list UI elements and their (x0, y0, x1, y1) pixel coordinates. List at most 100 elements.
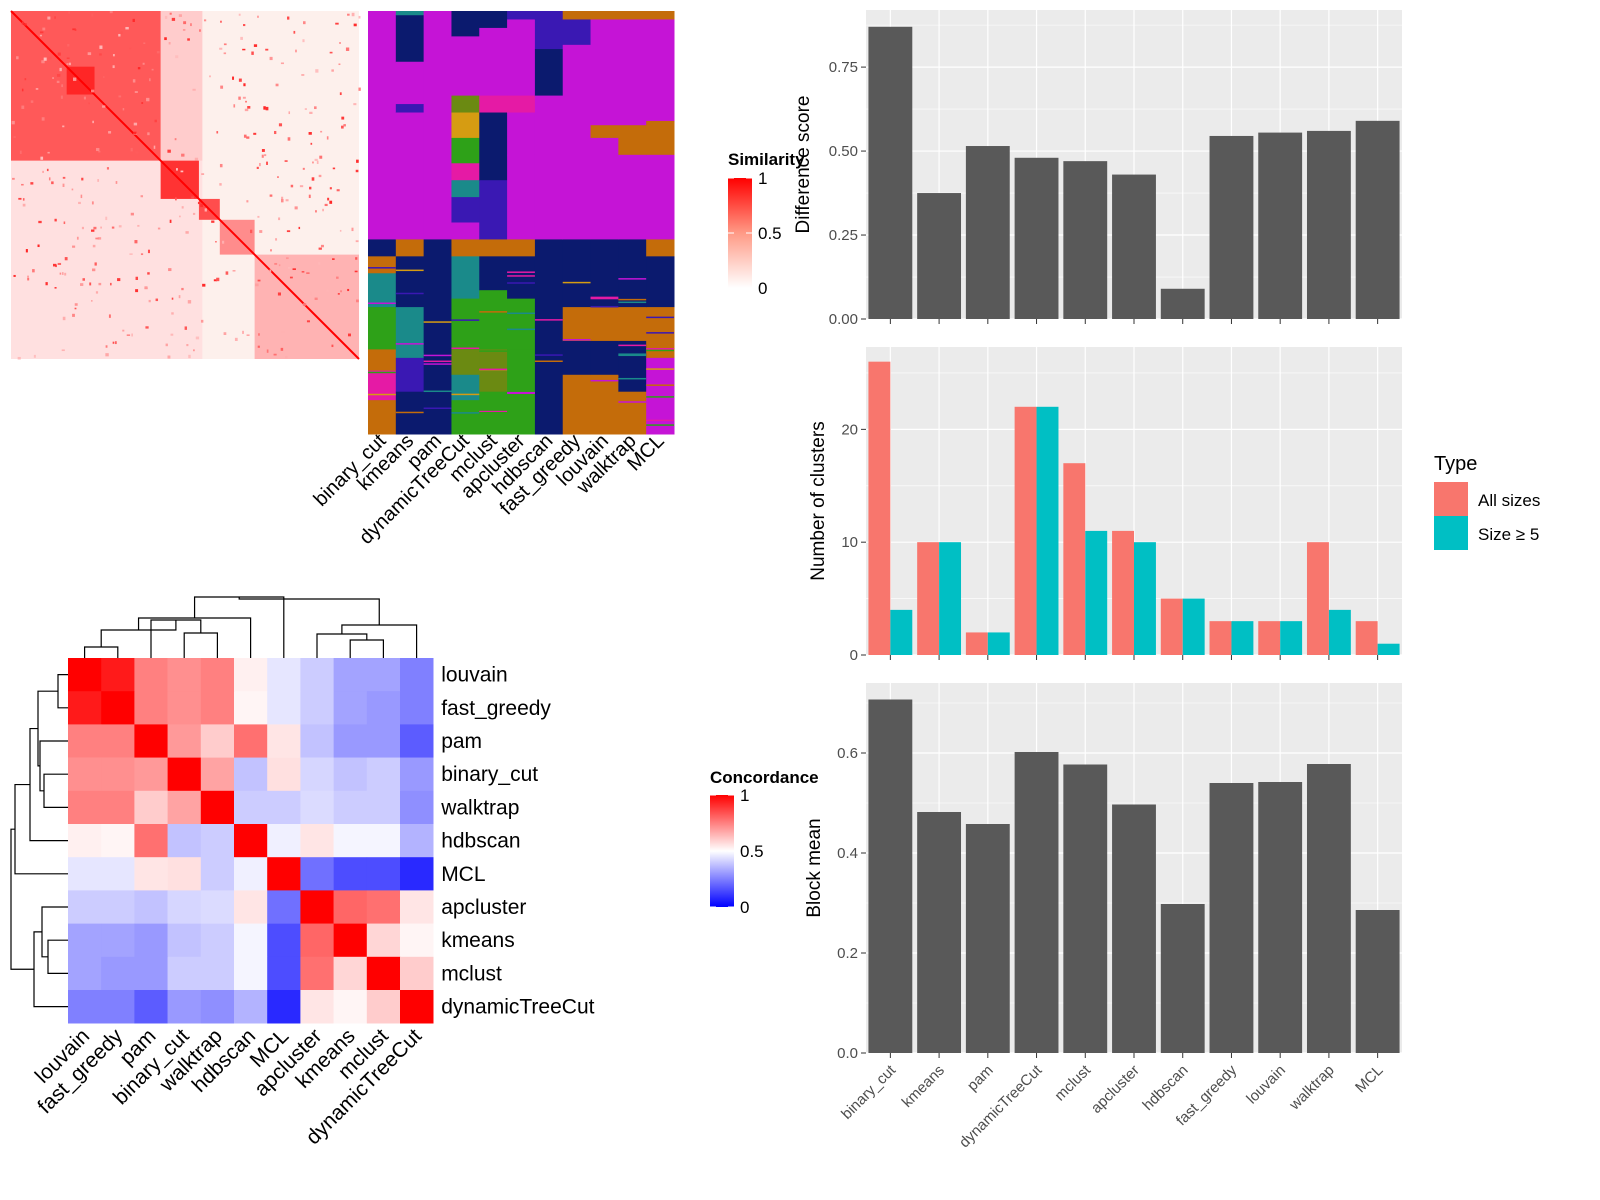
concordance-cell (167, 824, 202, 858)
cluster-assignment-column-labels: binary_cutkmeanspamdynamicTreeCutmclusta… (310, 430, 669, 549)
assignment-cell (395, 256, 425, 308)
similarity-cell (97, 179, 100, 182)
similarity-cell (90, 300, 93, 302)
similarity-cell (181, 153, 185, 157)
similarity-cell (277, 292, 281, 296)
similarity-cell (168, 268, 172, 272)
concordance-row-label: kmeans (441, 929, 515, 952)
similarity-cell (197, 201, 201, 205)
similarity-cell (329, 51, 333, 54)
assignment-cell (479, 180, 508, 240)
assignment-stripe (534, 354, 563, 356)
concordance-row-label: fast_greedy (441, 697, 551, 720)
similarity-cell (266, 161, 268, 165)
bar (1306, 130, 1351, 319)
concordance-cell (68, 857, 102, 891)
similarity-cell (156, 119, 160, 123)
concordance-cell (134, 724, 168, 758)
similarity-cell (122, 108, 125, 111)
similarity-cell (343, 124, 346, 127)
bar (1160, 288, 1205, 319)
similarity-cell (145, 326, 149, 329)
similarity-cell (41, 117, 45, 121)
similarity-cell (133, 122, 138, 126)
similarity-cell (149, 78, 151, 82)
concordance-cell (134, 824, 168, 858)
dendrogram-branch (84, 646, 119, 658)
similarity-cell (68, 62, 71, 66)
y-tick-label: 0.75 (829, 59, 858, 76)
similarity-cell (131, 333, 133, 337)
similarity-cell (306, 320, 310, 323)
similarity-cell (81, 226, 85, 230)
concordance-cell (366, 923, 401, 958)
similarity-cell (358, 87, 361, 91)
similarity-cell (269, 194, 273, 197)
similarity-cell (292, 268, 296, 271)
similarity-cell (103, 76, 105, 78)
similarity-cell (199, 29, 201, 32)
similarity-cell (62, 316, 66, 321)
similarity-cell (21, 21, 24, 25)
concordance-cell (267, 790, 301, 825)
bar (1160, 904, 1205, 1053)
assignment-cell (507, 256, 536, 300)
concordance-cell (68, 691, 102, 725)
similarity-cell (141, 102, 144, 104)
similarity-cell (211, 220, 215, 223)
assignment-cell (451, 222, 480, 240)
concordance-cell (300, 724, 334, 758)
assignment-cell (479, 11, 508, 29)
concordance-row-label: louvain (441, 664, 508, 687)
assignment-cell (395, 307, 425, 359)
concordance-cell (366, 824, 401, 858)
assignment-stripe (507, 275, 535, 277)
assignment-cell (646, 19, 675, 122)
type-legend-title: Type (1434, 453, 1477, 475)
similarity-cell (112, 341, 115, 344)
similarity-cell (91, 13, 94, 17)
bar (1063, 161, 1108, 319)
similarity-cell (285, 355, 288, 359)
assignment-cell (368, 370, 397, 401)
concordance-cell (300, 857, 334, 891)
similarity-cell (80, 194, 83, 199)
similarity-cell (164, 15, 168, 19)
bar-size-ge-5 (1085, 530, 1108, 655)
dendrogram-branch (341, 624, 418, 658)
concordance-cell (200, 691, 235, 725)
similarity-cell (320, 244, 324, 248)
similarity-cell (280, 62, 284, 65)
similarity-cell (264, 154, 267, 157)
similarity-cell (30, 100, 34, 103)
similarity-cell (318, 247, 322, 250)
assignment-cell (618, 154, 647, 240)
similarity-cell (67, 43, 70, 47)
concordance-cell (68, 824, 102, 858)
concordance-cell (400, 923, 434, 958)
concordance-cell (366, 724, 401, 758)
similarity-cell (246, 136, 250, 139)
similarity-cell (171, 17, 176, 21)
assignment-cell (395, 104, 425, 114)
similarity-cell (259, 230, 263, 233)
concordance-cell (200, 956, 235, 991)
similarity-cell (165, 343, 168, 347)
concordance-cell (101, 757, 135, 792)
similarity-cell (301, 271, 305, 273)
assignment-stripe (618, 344, 647, 347)
similarity-cell (16, 56, 19, 60)
concordance-cell (400, 824, 434, 858)
similarity-cell (285, 199, 289, 202)
similarity-cell (87, 52, 92, 56)
similarity-cell (287, 266, 291, 269)
similarity-cell (94, 262, 97, 266)
concordance-cell (400, 691, 434, 725)
similarity-cell (302, 167, 305, 170)
similarity-cell (259, 162, 261, 167)
similarity-cell (54, 16, 56, 19)
similarity-cell (164, 37, 167, 41)
x-tick-label: apcluster (1088, 1062, 1143, 1117)
concordance-cell (366, 757, 401, 792)
similarity-cell (81, 177, 84, 181)
